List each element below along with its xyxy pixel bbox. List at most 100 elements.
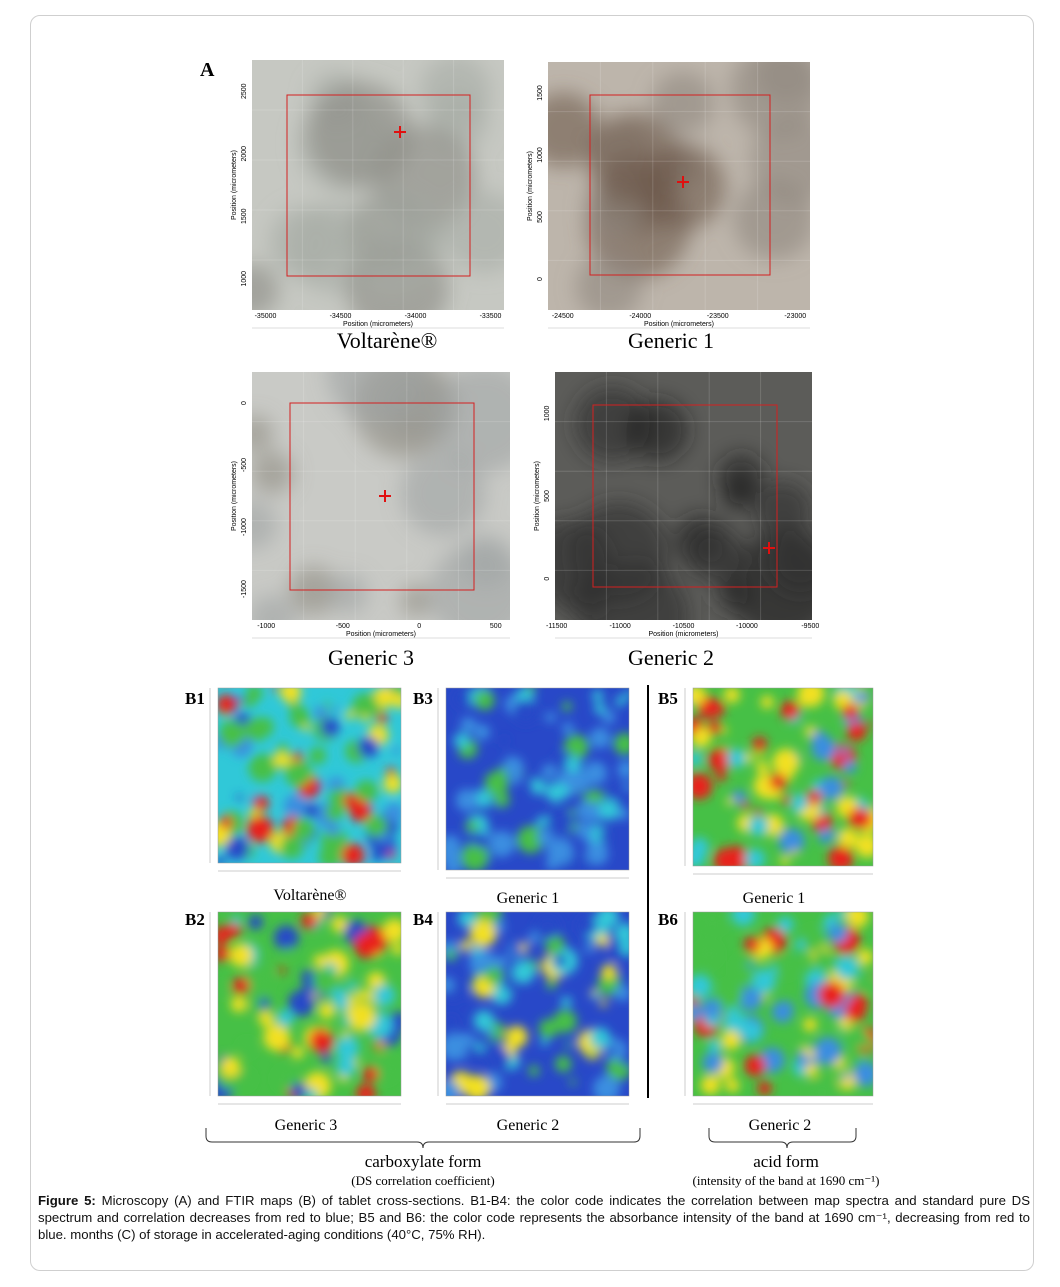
map-blob: [309, 1028, 334, 1053]
map-blob: [526, 688, 536, 693]
map-blob: [854, 1053, 864, 1064]
map-blob: [469, 919, 497, 947]
map-blob: [752, 970, 776, 994]
map-blob: [802, 928, 825, 952]
map-blob: [818, 828, 834, 844]
map-blob: [594, 702, 606, 714]
map-blob: [737, 986, 763, 1011]
x-axis-label: Position (micrometers): [648, 631, 718, 638]
map-blob: [273, 925, 299, 951]
map-blob: [700, 912, 726, 932]
x-tick-label: -35000: [255, 313, 277, 320]
texture-blob: [252, 595, 296, 620]
map-border: [692, 911, 874, 1097]
map-blob: [484, 771, 509, 796]
map-blob: [229, 943, 254, 968]
ftir-map: [446, 688, 629, 870]
map-blob: [781, 795, 791, 805]
map-blob: [352, 693, 379, 720]
map-blob: [330, 1062, 340, 1073]
map-blob: [560, 996, 572, 1008]
texture-blob: [575, 253, 643, 310]
map-blob: [225, 836, 249, 861]
y-tick-label: -1000: [241, 518, 248, 536]
x-tick-label: -9500: [801, 623, 819, 630]
map-blob: [561, 722, 574, 735]
map-blob: [272, 688, 279, 692]
map-blob: [323, 702, 331, 710]
x-tick-label: -500: [336, 623, 350, 630]
texture-blob: [252, 451, 294, 495]
ftir-map: [218, 688, 401, 863]
map-blob: [693, 974, 712, 999]
map-blob: [598, 799, 620, 821]
map-blob: [841, 1072, 850, 1081]
texture-blob: [768, 529, 812, 594]
map-blob: [607, 782, 628, 802]
map-blob: [341, 843, 365, 863]
map-blob: [325, 803, 344, 822]
map-blob: [866, 721, 873, 728]
map-blob: [791, 849, 798, 857]
map-blob: [471, 945, 482, 956]
map-blob: [511, 960, 535, 984]
map-blob: [218, 926, 231, 945]
map-blob: [457, 912, 477, 928]
map-blob: [465, 819, 479, 833]
map-blob: [259, 998, 270, 1009]
texture-blob: [718, 453, 765, 500]
map-texture: [218, 912, 401, 1096]
map-label: B6: [658, 910, 678, 929]
map-blob: [220, 1056, 241, 1078]
map-blob: [757, 1081, 772, 1096]
map-blob: [365, 815, 388, 838]
map-blob: [623, 782, 629, 791]
map-caption: Generic 3: [275, 1117, 338, 1134]
x-tick-label: -23000: [784, 313, 806, 320]
group-title: acid form: [753, 1152, 819, 1171]
y-axis-label: Position (micrometers): [231, 150, 238, 220]
position-cross: [677, 176, 689, 188]
y-tick-label: 1500: [241, 208, 248, 224]
map-blob: [331, 916, 348, 933]
map-blob: [595, 934, 609, 947]
map-blob: [236, 695, 245, 704]
x-tick-label: -23500: [707, 313, 729, 320]
map-blob: [273, 750, 291, 768]
map-blob: [601, 710, 616, 724]
map-blob: [304, 803, 319, 818]
map-blob: [859, 690, 869, 700]
map-blob: [844, 1000, 866, 1022]
map-blob: [814, 1037, 842, 1065]
map-blob: [584, 837, 593, 845]
micrograph: [548, 62, 810, 310]
map-blob: [373, 1058, 397, 1081]
map-border: [692, 687, 874, 867]
map-blob: [818, 981, 845, 1009]
map-blob: [372, 1004, 382, 1015]
map-blob: [305, 1088, 318, 1096]
texture-blob: [753, 481, 812, 540]
map-blob: [475, 1042, 485, 1052]
texture-blob: [730, 62, 810, 138]
caption-label: Figure 5:: [38, 1193, 96, 1208]
map-texture: [446, 688, 629, 870]
map-blob: [780, 701, 800, 720]
map-blob: [546, 838, 574, 865]
map-texture: [693, 912, 873, 1096]
map-blob: [702, 1052, 724, 1074]
map-blob: [516, 825, 545, 854]
map-blob: [588, 1050, 596, 1057]
map-blob: [335, 1056, 356, 1078]
map-blob: [540, 1037, 549, 1046]
map-blob: [846, 721, 867, 742]
map-blob: [291, 1046, 304, 1059]
map-blob: [562, 701, 572, 712]
map-blob: [699, 943, 719, 964]
map-blob: [704, 702, 712, 710]
map-blob: [781, 1000, 794, 1014]
x-tick-label: -10500: [673, 623, 695, 630]
map-blob: [555, 1055, 572, 1073]
brace: [205, 1128, 641, 1149]
map-blob: [741, 801, 750, 810]
